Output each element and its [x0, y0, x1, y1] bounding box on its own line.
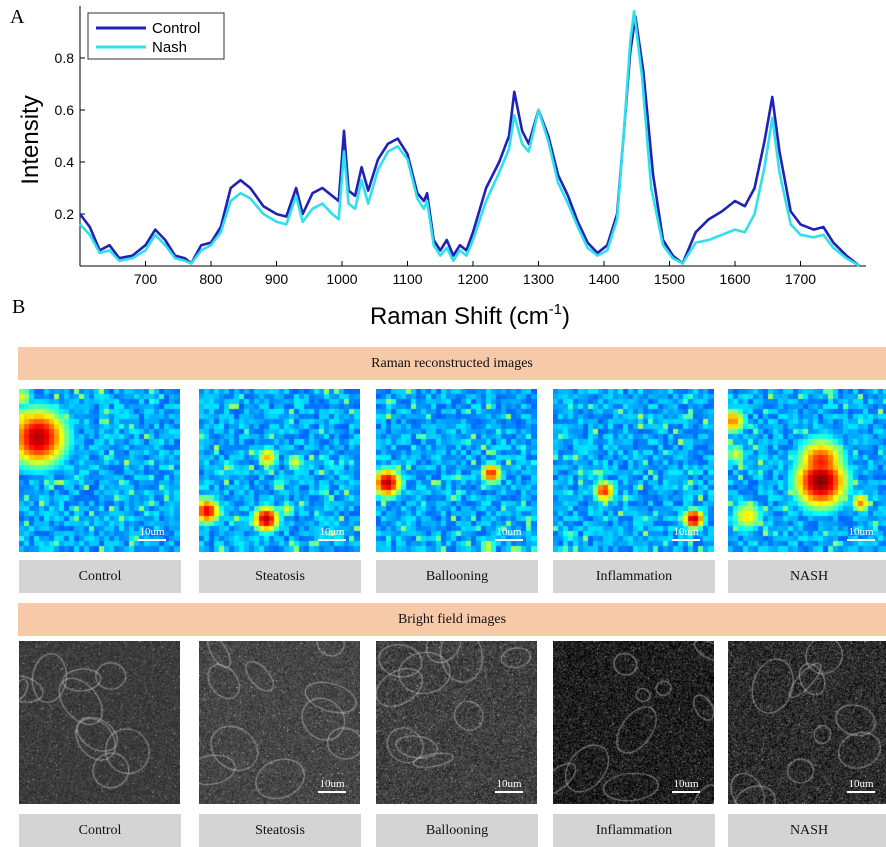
scale-bar-line	[318, 791, 346, 793]
y-tick-label: 0.4	[55, 154, 75, 170]
x-tick-label: 1700	[785, 271, 816, 287]
legend-label: Control	[152, 20, 200, 37]
brightfield-image-canvas	[199, 641, 360, 804]
raman-image-control: 10um	[19, 389, 180, 552]
scale-bar-label: 10um	[139, 526, 165, 538]
scale-bar-label: 10um	[673, 526, 699, 538]
scale-bar-label: 10um	[496, 526, 522, 538]
x-tick-label: 1100	[392, 271, 422, 287]
y-tick-label: 0.6	[55, 102, 75, 118]
chart-series	[78, 9, 861, 268]
chart-legend: Control Nash	[87, 12, 225, 60]
scale-bar: 10um	[672, 526, 700, 541]
x-tick-label: 1300	[523, 271, 554, 287]
raman-image-nash: 10um	[728, 389, 886, 552]
scale-bar-line	[847, 539, 875, 541]
raman-image-canvas	[728, 389, 886, 552]
y-tick-label: 0.8	[55, 50, 75, 66]
scale-bar-line	[672, 539, 700, 541]
x-tick-label: 1500	[654, 271, 685, 287]
brightfield-image-canvas	[376, 641, 537, 804]
brightfield-section-header: Bright field images	[18, 603, 886, 636]
legend-box	[87, 12, 225, 60]
y-tick-label: 0.2	[55, 206, 75, 222]
brightfield-caption: Control	[19, 814, 181, 847]
brightfield-image-nash: 10um	[728, 641, 886, 804]
y-axis-label: Intensity	[17, 95, 44, 184]
brightfield-image-inflammation: 10um	[553, 641, 714, 804]
legend-label: Nash	[152, 39, 187, 56]
x-tick-label: 1400	[588, 271, 619, 287]
x-tick-label: 1200	[457, 271, 488, 287]
raman-image-canvas	[376, 389, 537, 552]
scale-bar: 10um	[495, 778, 523, 793]
scale-bar-label: 10um	[848, 526, 874, 538]
raman-caption: NASH	[728, 560, 886, 593]
x-tick-label: 800	[199, 271, 223, 287]
scale-bar-line	[847, 791, 875, 793]
brightfield-image-control	[19, 641, 180, 804]
scale-bar: 10um	[138, 526, 166, 541]
raman-image-ballooning: 10um	[376, 389, 537, 552]
scale-bar-label: 10um	[496, 778, 522, 790]
raman-image-canvas	[199, 389, 360, 552]
raman-spectrum-chart: 700 800 900 1000 1100 1200 1300 1400 1500 1600 170…	[17, 6, 866, 330]
brightfield-caption: Steatosis	[199, 814, 361, 847]
x-tick-label: 1600	[719, 271, 750, 287]
x-axis-label-text: Raman Shift (cm	[370, 303, 549, 330]
raman-image-canvas	[19, 389, 180, 552]
scale-bar-line	[138, 539, 166, 541]
raman-image-canvas	[553, 389, 714, 552]
x-tick-label: 1000	[326, 271, 357, 287]
scale-bar-label: 10um	[673, 778, 699, 790]
brightfield-image-ballooning: 10um	[376, 641, 537, 804]
scale-bar: 10um	[847, 526, 875, 541]
scale-bar-line	[318, 539, 346, 541]
scale-bar: 10um	[318, 778, 346, 793]
raman-image-inflammation: 10um	[553, 389, 714, 552]
series-line-control	[78, 15, 861, 268]
raman-caption: Control	[19, 560, 181, 593]
brightfield-caption: NASH	[728, 814, 886, 847]
raman-section-header: Raman reconstructed images	[18, 347, 886, 380]
brightfield-image-canvas	[19, 641, 180, 804]
scale-bar-line	[495, 791, 523, 793]
scale-bar: 10um	[495, 526, 523, 541]
raman-caption: Inflammation	[553, 560, 715, 593]
raman-caption: Ballooning	[376, 560, 538, 593]
raman-image-steatosis: 10um	[199, 389, 360, 552]
brightfield-caption: Inflammation	[553, 814, 715, 847]
x-tick-label: 900	[265, 271, 289, 287]
panel-label-b: B	[12, 296, 26, 318]
panel-label-a: A	[10, 6, 25, 28]
x-tick-label: 700	[134, 271, 158, 287]
brightfield-caption: Ballooning	[376, 814, 538, 847]
x-axis-label: Raman Shift (cm-1)	[370, 301, 570, 330]
scale-bar-label: 10um	[848, 778, 874, 790]
scale-bar: 10um	[318, 526, 346, 541]
x-axis-label-superscript: -1	[549, 301, 562, 318]
scale-bar-label: 10um	[319, 526, 345, 538]
scale-bar-line	[672, 791, 700, 793]
raman-caption: Steatosis	[199, 560, 361, 593]
scale-bar: 10um	[847, 778, 875, 793]
brightfield-image-canvas	[553, 641, 714, 804]
scale-bar: 10um	[672, 778, 700, 793]
series-line-nash	[79, 9, 861, 268]
scale-bar-line	[495, 539, 523, 541]
brightfield-image-canvas	[728, 641, 886, 804]
x-axis-label-close: )	[562, 303, 570, 330]
scale-bar-label: 10um	[319, 778, 345, 790]
chart-axes: 700 800 900 1000 1100 1200 1300 1400 1500 1600 170…	[55, 6, 866, 287]
brightfield-image-steatosis: 10um	[199, 641, 360, 804]
